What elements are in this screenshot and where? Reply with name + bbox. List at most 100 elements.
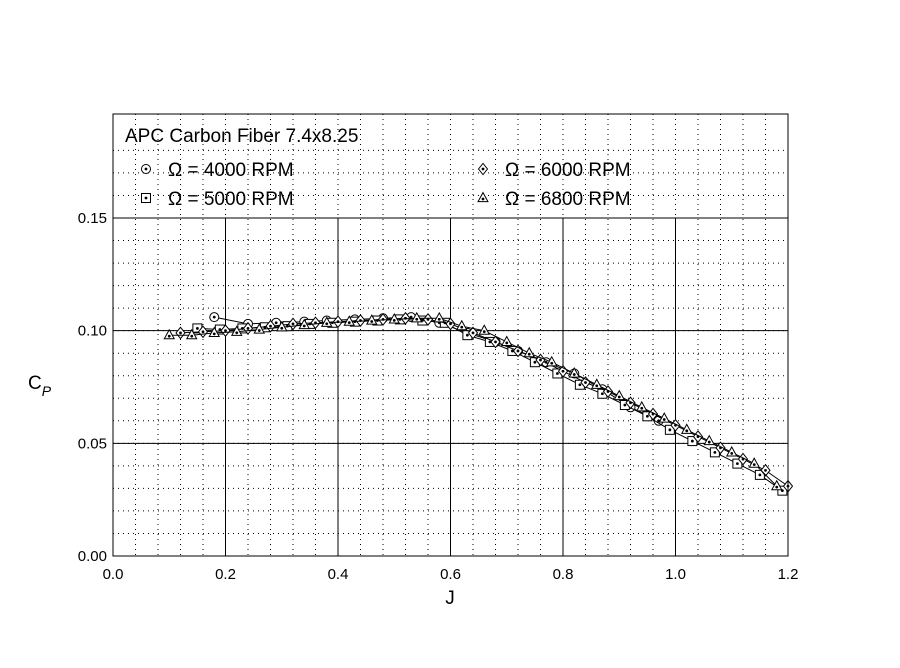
marker-center-dot [690,439,694,443]
triangle-marker [433,311,446,323]
marker-center-dot [370,320,374,323]
marker-center-dot [274,321,278,325]
y-tick-label: 0.15 [78,210,107,227]
triangle-marker [298,318,311,330]
marker-center-dot [481,167,485,171]
marker-center-dot [437,317,441,321]
triangle-marker [770,479,783,491]
marker-center-dot [460,325,464,329]
y-axis-label: CP [28,373,52,399]
legend-entry: Ω = 4000 RPM [141,160,294,181]
marker-center-dot [167,334,171,338]
marker-center-dot [325,322,329,326]
y-tick-label: 0.00 [78,548,107,565]
x-tick-label: 0.0 [103,566,124,583]
triangle-marker [613,389,626,401]
marker-center-dot [269,324,272,328]
marker-center-dot [516,349,520,353]
triangle-marker [275,320,288,332]
y-tick-label: 0.10 [78,323,107,340]
marker-center-dot [246,327,250,330]
marker-center-dot [179,331,182,335]
triangle-marker [477,191,489,203]
series-triangle [163,311,783,491]
marker-center-dot [662,418,666,421]
marker-center-dot [764,468,767,472]
marker-center-dot [578,383,582,387]
triangle-marker [455,319,468,331]
marker-center-dot [494,340,497,344]
triangle-marker [658,412,671,423]
triangle-marker [253,323,266,334]
marker-center-dot [584,381,587,384]
marker-center-dot [617,395,621,399]
marker-center-dot [482,330,486,334]
marker-center-dot [685,429,689,433]
legend-label: Ω = 6800 RPM [505,189,631,210]
marker-center-dot [572,373,576,376]
triangle-marker [230,325,243,336]
triangle-marker [568,367,581,378]
legend-entry: Ω = 5000 RPM [141,189,294,210]
y-axis-label-main: C [28,373,42,394]
marker-center-dot [224,329,227,333]
legend-label: Ω = 5000 RPM [168,189,294,210]
marker-center-dot [561,369,565,373]
marker-center-dot [291,322,295,326]
chart-title: APC Carbon Fiber 7.4x8.25 [125,126,358,147]
marker-center-dot [505,341,509,345]
triangle-marker [185,328,198,340]
marker-center-dot [758,473,762,477]
triangle-marker [388,312,401,324]
marker-center-dot [218,328,222,331]
legend: APC Carbon Fiber 7.4x8.25 Ω = 4000 RPM Ω … [125,126,631,210]
triangle-marker [343,315,356,326]
series-layer [163,311,794,496]
marker-center-dot [645,414,649,418]
marker-center-dot [257,329,261,332]
y-axis-label-subscript: P [42,383,52,399]
legend-entry: Ω = 6800 RPM [477,189,631,210]
marker-center-dot [527,352,531,356]
x-axis-label: J [445,588,455,609]
marker-center-dot [465,333,469,337]
series-line [169,317,778,487]
marker-center-dot [668,428,672,432]
plot-frame [112,113,789,557]
marker-center-dot [752,463,756,467]
legend-label: Ω = 4000 RPM [168,160,294,181]
marker-center-dot [600,392,604,396]
marker-center-dot [510,349,514,353]
triangle-marker [680,423,693,434]
marker-center-dot [595,384,599,388]
marker-center-dot [640,406,644,410]
triangle-marker [545,355,558,367]
marker-center-dot [392,319,396,322]
marker-center-dot [713,450,717,454]
marker-center-dot [195,327,199,330]
marker-center-dot [735,462,739,466]
triangle-marker [320,316,333,327]
triangle-marker [410,311,423,323]
marker-center-dot [730,451,734,455]
marker-center-dot [707,440,711,444]
marker-center-dot [212,332,216,336]
x-tick-label: 0.4 [328,566,349,583]
legend-entry: Ω = 6000 RPM [477,160,631,181]
y-tick-label: 0.05 [78,435,107,452]
x-tick-label: 0.2 [215,566,236,583]
triangle-marker [635,400,648,412]
marker-center-dot [302,324,306,328]
triangle-marker [208,326,221,338]
marker-center-dot [539,358,542,362]
triangle-marker [478,324,491,335]
marker-center-dot [471,331,475,335]
triangle-marker [703,434,716,446]
marker-center-dot [488,340,492,344]
x-tick-label: 0.6 [440,566,461,583]
marker-center-dot [555,372,559,375]
marker-center-dot [533,360,537,364]
legend-label: Ω = 6000 RPM [505,160,631,181]
marker-center-dot [623,403,627,407]
triangle-marker [500,335,513,347]
